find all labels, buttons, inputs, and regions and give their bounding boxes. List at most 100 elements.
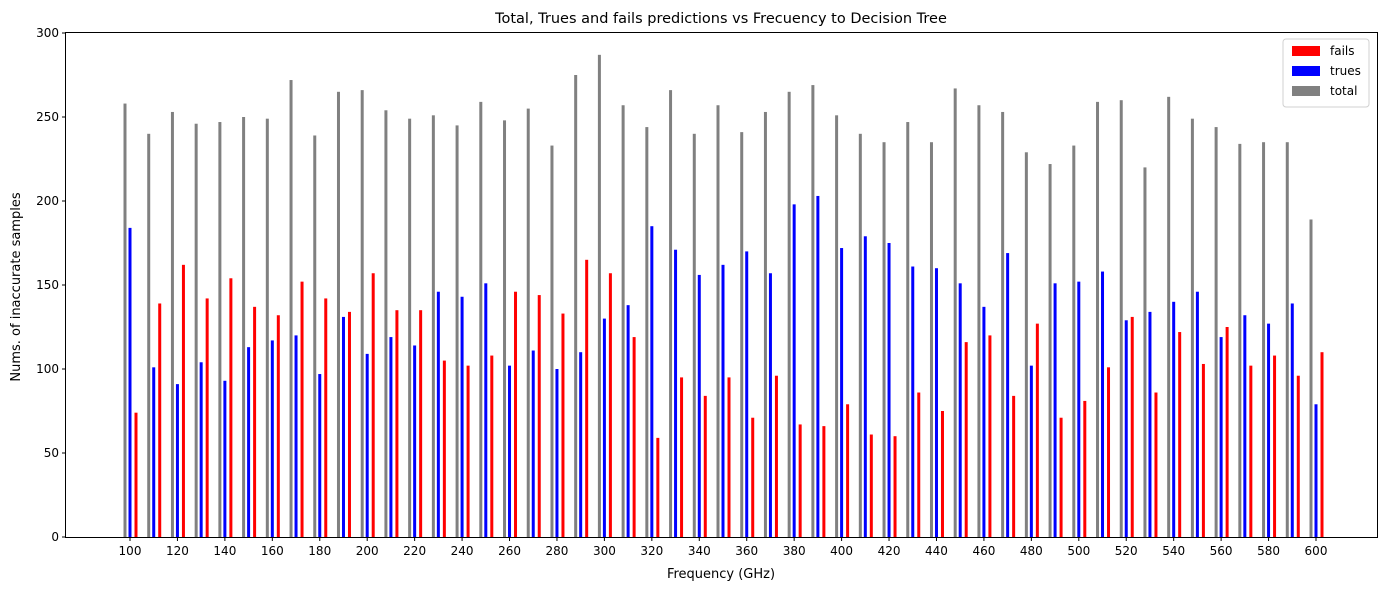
bar-total-290 [574,75,578,537]
x-tick-label: 560 [1210,544,1233,558]
bar-trues-470 [1006,253,1010,537]
bar-trues-570 [1243,315,1247,537]
bar-total-120 [170,111,174,538]
bar-trues-500 [1077,281,1081,537]
bar-fails-410 [869,434,873,537]
bar-trues-310 [626,305,630,537]
x-tick-label: 140 [213,544,236,558]
bar-total-280 [550,145,554,537]
bar-trues-280 [555,369,559,537]
bar-total-490 [1048,164,1052,538]
bar-fails-230 [442,360,446,537]
bar-trues-460 [982,306,986,537]
bar-total-340 [692,133,696,538]
bar-fails-580 [1273,355,1277,537]
legend-swatch-total [1292,86,1320,96]
bar-trues-180 [318,374,322,537]
bar-total-110 [147,133,151,538]
bar-total-270 [526,108,530,537]
bar-fails-320 [656,437,660,537]
bar-fails-130 [205,298,209,537]
bar-total-420 [882,142,886,537]
bar-trues-330 [674,249,678,537]
bar-trues-440 [934,268,938,537]
x-axis: 100 120 140 160 180 200 220 240 260 280 300 320 340 3… [119,537,1327,558]
bar-total-540 [1167,96,1171,537]
x-tick-label: 440 [925,544,948,558]
bar-total-380 [787,91,791,538]
legend-label-fails: fails [1330,44,1355,58]
bar-fails-260 [514,291,518,537]
x-tick-label: 380 [783,544,806,558]
bar-fails-500 [1083,400,1087,537]
bar-fails-310 [632,337,636,537]
x-tick-label: 500 [1067,544,1090,558]
legend-label-trues: trues [1330,64,1361,78]
bar-fails-280 [561,313,565,537]
bar-fails-570 [1249,365,1253,537]
bar-total-150 [242,117,246,537]
bar-trues-390 [816,195,820,537]
bar-fails-470 [1012,395,1016,537]
x-tick-label: 420 [878,544,901,558]
bar-trues-140 [223,380,227,537]
x-tick-label: 200 [356,544,379,558]
bar-fails-170 [300,281,304,537]
bar-fails-380 [798,424,802,537]
bar-trues-350 [721,264,725,537]
bar-fails-430 [917,392,921,537]
bar-total-460 [977,105,981,538]
y-axis: 0 50 100 150 200 250 300 [36,26,66,544]
bar-fails-330 [680,377,684,537]
bar-trues-370 [768,273,772,537]
bar-fails-550 [1201,363,1205,537]
bar-trues-290 [579,352,583,537]
bar-total-260 [503,120,507,538]
bar-total-180 [313,135,317,538]
bar-fails-440 [940,411,944,537]
x-tick-label: 120 [166,544,189,558]
bar-trues-520 [1124,320,1128,537]
bar-fails-200 [371,273,375,537]
legend: fails trues total [1282,38,1370,108]
x-tick-label: 540 [1162,544,1185,558]
bar-fails-530 [1154,392,1158,537]
bar-trues-170 [294,335,298,537]
bar-total-530 [1143,167,1147,537]
bar-fails-250 [490,355,494,537]
bar-total-200 [360,90,364,538]
bar-total-360 [740,132,744,537]
bar-fails-210 [395,310,399,537]
bar-fails-160 [276,315,280,537]
bar-trues-160 [270,340,274,537]
bar-fails-270 [537,295,541,537]
bar-total-210 [384,110,388,537]
bar-fails-450 [964,342,968,537]
bar-fails-400 [846,404,850,537]
bar-total-130 [194,123,198,537]
bar-total-590 [1285,142,1289,537]
bar-fails-350 [727,377,731,537]
legend-label-total: total [1330,84,1357,98]
y-tick-label: 100 [36,362,59,376]
bar-total-510 [1096,101,1100,537]
bar-trues-490 [1053,283,1057,537]
y-tick-label: 250 [36,110,59,124]
bar-fails-290 [585,259,589,537]
bar-total-220 [408,118,412,538]
x-tick-label: 480 [1020,544,1043,558]
bar-fails-100 [134,412,138,537]
bar-total-350 [716,105,720,538]
bar-trues-150 [247,347,251,537]
bar-total-240 [455,125,459,538]
bar-total-140 [218,122,222,537]
bar-trues-190 [341,316,345,537]
bar-fails-480 [1035,323,1039,537]
bar-total-580 [1262,142,1266,537]
bar-fails-460 [988,335,992,537]
bar-trues-510 [1101,271,1105,537]
chart-title: Total, Trues and fails predictions vs Fr… [494,11,947,27]
bar-trues-600 [1314,404,1318,537]
x-tick-label: 100 [119,544,142,558]
bar-total-160 [265,118,269,538]
